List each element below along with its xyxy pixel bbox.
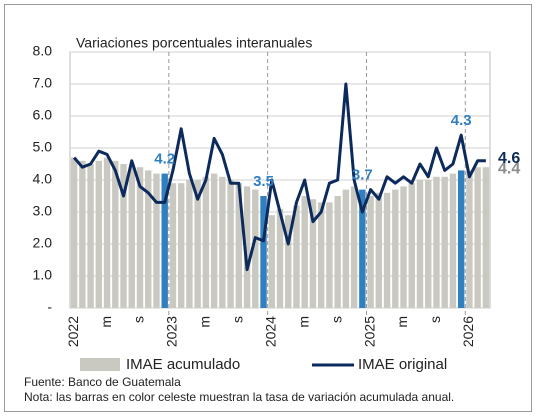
y-tick-label: 2.0 xyxy=(33,235,53,251)
bar xyxy=(145,170,152,308)
legend-label: IMAE original xyxy=(358,356,447,373)
bar xyxy=(252,189,259,308)
note: Nota: las barras en color celeste muestr… xyxy=(24,390,454,404)
bar xyxy=(202,176,210,308)
bar xyxy=(136,167,144,308)
bar xyxy=(317,202,325,308)
y-tick-label: 7.0 xyxy=(33,75,53,91)
x-tick-label: m xyxy=(394,316,410,328)
bar xyxy=(285,215,292,308)
value-label: 4.2 xyxy=(154,151,175,168)
bar xyxy=(243,186,251,308)
bar xyxy=(169,183,177,308)
y-tick-label: 1.0 xyxy=(33,267,53,283)
bar xyxy=(103,157,111,308)
bar xyxy=(194,180,201,308)
y-tick-label: 3.0 xyxy=(33,203,53,219)
bar xyxy=(95,160,103,308)
value-label: 3.7 xyxy=(352,167,373,184)
frame xyxy=(4,4,532,412)
x-tick-label: m xyxy=(98,316,114,328)
y-tick-label: 5.0 xyxy=(33,139,53,155)
y-tick-label: 8.0 xyxy=(33,43,53,59)
bar xyxy=(400,186,407,308)
bar xyxy=(433,176,440,308)
legend-label: IMAE acumulado xyxy=(126,356,240,373)
bar xyxy=(441,176,448,308)
bar xyxy=(219,176,226,308)
x-tick-label: m xyxy=(197,316,213,328)
bar xyxy=(425,180,432,308)
bar xyxy=(334,196,341,308)
value-label: 3.5 xyxy=(253,173,274,190)
bar xyxy=(457,170,465,308)
bar xyxy=(350,186,358,308)
bar xyxy=(276,208,284,308)
bar xyxy=(128,167,135,308)
x-tick-label: 2025 xyxy=(361,316,377,347)
x-tick-label: s xyxy=(328,316,344,323)
source: Fuente: Banco de Guatemala xyxy=(24,375,181,389)
bar xyxy=(416,180,424,308)
y-tick-label: 4.0 xyxy=(33,171,53,187)
bar xyxy=(227,180,234,308)
x-tick-label: 2024 xyxy=(262,316,278,347)
bar xyxy=(375,192,383,308)
bar xyxy=(309,199,317,308)
bar xyxy=(210,173,218,308)
bar xyxy=(367,196,374,308)
bar xyxy=(359,189,366,308)
bar xyxy=(260,196,267,308)
value-label: 4.6 xyxy=(498,150,520,167)
x-tick-label: 2022 xyxy=(65,316,81,347)
bar xyxy=(120,164,127,308)
bar xyxy=(112,160,119,308)
bar xyxy=(301,196,308,308)
bar xyxy=(466,170,473,308)
bar xyxy=(87,164,94,308)
bar xyxy=(392,189,399,308)
bar xyxy=(161,173,168,308)
y-tick-label: 6.0 xyxy=(33,107,53,123)
bar xyxy=(449,173,457,308)
value-label: 4.4 xyxy=(498,160,520,177)
x-tick-label: s xyxy=(230,316,246,323)
bar xyxy=(177,183,185,308)
bar xyxy=(342,189,350,308)
bar xyxy=(474,167,481,308)
x-tick-label: m xyxy=(295,316,311,328)
bar xyxy=(326,202,333,308)
x-tick-label: 2023 xyxy=(164,316,180,347)
y-tick-label: - xyxy=(47,299,52,315)
chart-title: Variaciones porcentuales interanuales xyxy=(76,35,312,51)
bar xyxy=(482,167,490,308)
bar xyxy=(293,205,300,308)
bar xyxy=(235,183,243,308)
bar xyxy=(153,173,160,308)
bar xyxy=(186,180,193,308)
x-tick-label: 2026 xyxy=(460,316,476,347)
line xyxy=(72,82,486,272)
value-label: 4.3 xyxy=(451,112,472,129)
bar xyxy=(268,215,275,308)
bar xyxy=(383,192,391,308)
bar xyxy=(70,157,78,308)
bar xyxy=(79,160,86,308)
x-tick-label: s xyxy=(131,316,147,323)
legend-swatch xyxy=(80,358,120,371)
x-tick-label: s xyxy=(427,316,443,323)
bar xyxy=(408,183,415,308)
